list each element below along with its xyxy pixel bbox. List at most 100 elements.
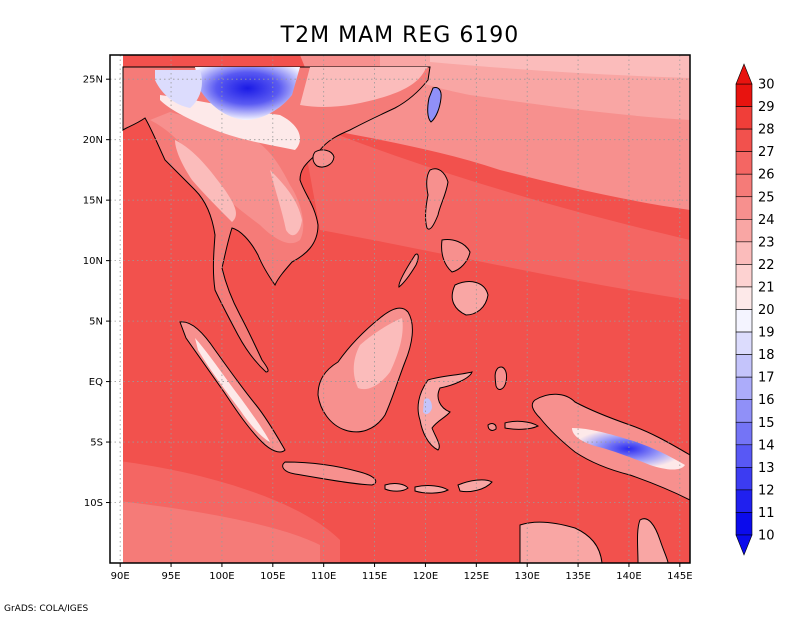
colorbar-segment [735,467,753,491]
colorbar-segment [735,309,753,333]
colorbar-segment [735,399,753,423]
lat-tick-label: EQ [89,377,103,388]
lat-tick-label: 5S [90,438,103,449]
colorbar-label: 16 [758,393,775,408]
colorbar-label: 12 [758,483,775,498]
colorbar-label: 26 [758,168,775,183]
lat-tick-label: 15N [83,196,103,207]
colorbar-segment [735,444,753,468]
colorbar-label: 23 [758,235,775,250]
lon-tick-label: 140E [616,571,641,582]
halmahera-island [494,366,507,390]
color-bar: 30 29 28 27 26 25 24 23 22 21 20 19 18 17 16 15 14 13 12 11… [735,63,775,556]
lon-tick-label: 120E [413,571,438,582]
annamite-ridge [270,170,302,236]
colorbar-label: 29 [758,100,775,115]
colorbar-segment [735,173,753,198]
taiwan-island [427,87,442,123]
colorbar-segment [735,151,753,175]
south-china-coast-pink [300,67,428,107]
lat-tick-label: 25N [83,75,103,86]
lon-tick-label: 115E [362,571,387,582]
north-coolest-sea [430,55,690,78]
colorbar-min-arrow [735,534,753,556]
lon-tick-label: 100E [209,571,234,582]
colorbar-label: 28 [758,123,775,138]
colorbar-segment [735,376,753,400]
footer-credit: GrADS: COLA/IGES [4,604,89,614]
colorbar-label: 22 [758,258,775,273]
borneo-highland [353,318,403,390]
cape-york [637,518,669,563]
seram-island [504,420,540,430]
colorbar-label: 20 [758,303,775,318]
longitude-axis: 90E 95E 100E 105E 110E 115E 120E 125E 130E 135E 14… [111,563,693,582]
lon-tick-label: 90E [111,571,130,582]
colorbar-segment [735,331,753,355]
colorbar-segment [735,354,753,378]
chart-title: T2M MAM REG 6190 [280,23,520,48]
colorbar-segment [735,241,753,265]
sulawesi-island [417,371,473,451]
colorbar-segment [735,286,753,310]
mainland-highland-pink [175,140,236,222]
south-cooler-sea [110,500,320,563]
buru-island [487,423,497,431]
colorbar-label: 15 [758,416,775,431]
colorbar-segment [735,489,753,513]
hainan-island [312,149,335,168]
lesser-sunda-1 [384,483,409,492]
latitude-axis: 25N 20N 15N 10N 5N EQ 5S 10S [83,75,110,509]
colorbar-label: 10 [758,529,775,544]
visayas-islands [441,239,471,273]
colorbar-label: 18 [758,348,775,363]
colorbar-segment [735,264,753,288]
colorbar-label: 25 [758,190,775,205]
colorbar-label: 19 [758,326,775,341]
lon-tick-label: 125E [464,571,489,582]
colorbar-label: 30 [758,78,775,93]
grid-lines [110,55,690,563]
lat-tick-label: 5N [89,317,103,328]
lat-tick-label: 10N [83,256,103,267]
lesser-sunda-3 [457,479,493,493]
data-edge-left [110,55,123,563]
tibetan-plateau-cold [195,67,300,120]
lesser-sunda-2 [414,485,449,494]
lon-tick-label: 145E [667,571,692,582]
mainland-highland-white [160,95,300,150]
sumatra-ridge [195,338,270,442]
luzon-island [424,168,449,230]
colorbar-label: 17 [758,371,775,386]
colorbar-label: 14 [758,438,775,453]
colorbar-segment [735,128,753,152]
colorbar-label: 13 [758,461,775,476]
colorbar-max-arrow [735,63,753,85]
mainland-warm-interior [150,112,304,244]
australia-coast [519,521,603,563]
colorbar-segment [735,196,753,220]
sea-mid-band [300,120,690,300]
colorbar-label: 27 [758,145,775,160]
lat-tick-label: 10S [84,498,103,509]
palawan-island [398,253,419,288]
lon-tick-label: 130E [514,571,539,582]
java-island [282,461,377,486]
lon-tick-label: 105E [260,571,285,582]
lon-tick-label: 135E [565,571,590,582]
colorbar-segment [735,219,753,243]
colorbar-segment [735,421,753,446]
yunnan-cool [155,70,202,108]
lon-tick-label: 95E [162,571,181,582]
lat-tick-label: 20N [83,135,103,146]
new-guinea-highland [572,428,685,470]
plot-frame [109,54,691,564]
colorbar-label: 11 [758,506,775,521]
colorbar-segment [735,83,753,107]
colorbar-segment [735,512,753,536]
map-plot-area [110,55,690,563]
colorbar-label: 24 [758,213,775,228]
mindanao-island [451,281,489,316]
colorbar-segment [735,106,753,130]
